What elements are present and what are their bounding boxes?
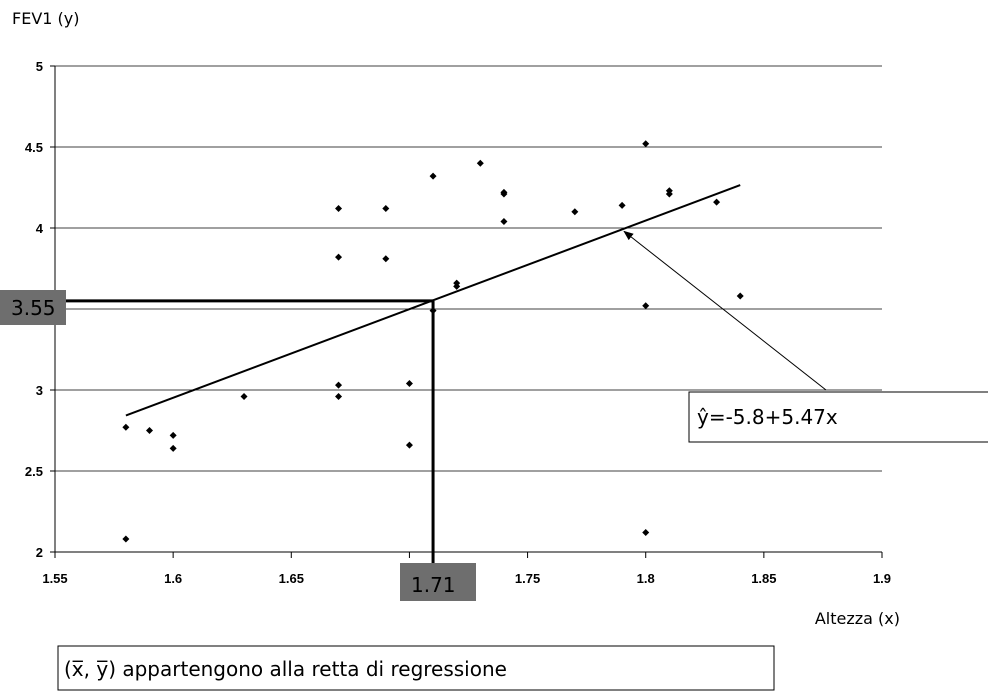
data-point (429, 307, 437, 315)
equation-callout: ŷ=-5.8+5.47x (623, 230, 988, 443)
x-tick-label: 1.8 (637, 571, 655, 586)
y-tick-label: 2 (36, 545, 43, 560)
y-tick-label: 2.5 (25, 464, 43, 479)
data-point (169, 444, 177, 452)
data-point (405, 441, 413, 449)
data-point (453, 282, 461, 290)
regression-line (125, 184, 741, 417)
data-point (405, 380, 413, 388)
data-point (476, 159, 484, 167)
y-tick-label: 4.5 (25, 140, 43, 155)
tick-labels: 22.533.544.551.551.61.651.71.751.81.851.… (25, 59, 891, 586)
y-tick-label: 5 (36, 59, 43, 74)
equation-box-border (688, 391, 988, 443)
x-highlight-label: 1.71 (411, 573, 456, 597)
x-highlight-box (400, 563, 476, 601)
x-axis-title: Altezza (x) (815, 609, 900, 628)
data-point (665, 190, 673, 198)
data-point (642, 529, 650, 537)
data-point (146, 427, 154, 434)
y-tick-label: 3 (36, 383, 43, 398)
data-point (335, 253, 343, 261)
x-tick-label: 1.85 (751, 571, 776, 586)
data-point (169, 431, 177, 439)
data-point (429, 172, 437, 180)
equation-arrow (623, 230, 827, 391)
data-point (618, 201, 626, 209)
y-tick-label: 4 (36, 221, 44, 236)
data-point (122, 535, 130, 543)
note-box (57, 645, 775, 691)
data-point (122, 423, 130, 431)
data-points (122, 140, 744, 543)
y-axis-title: FEV1 (y) (12, 9, 79, 28)
data-point (382, 255, 390, 263)
x-tick-label: 1.65 (279, 571, 304, 586)
note-text: (x̅, y̅) appartengono alla retta di regr… (64, 657, 507, 681)
data-point (335, 205, 343, 213)
reference-lines (66, 299, 435, 563)
data-point (240, 392, 248, 400)
data-point (500, 218, 508, 226)
data-point (642, 302, 650, 310)
data-point (713, 198, 721, 206)
data-point (335, 392, 343, 400)
equation-label: ŷ=-5.8+5.47x (697, 405, 838, 429)
data-point (500, 190, 508, 198)
data-point (736, 292, 744, 300)
data-point (571, 208, 579, 216)
data-point (382, 205, 390, 213)
y-highlight-label: 3.55 (11, 296, 56, 320)
axes (50, 65, 883, 558)
x-tick-label: 1.9 (873, 571, 891, 586)
x-tick-label: 1.75 (515, 571, 540, 586)
x-tick-label: 1.55 (42, 571, 67, 586)
data-point (335, 381, 343, 389)
x-tick-label: 1.6 (164, 571, 182, 586)
data-point (642, 140, 650, 148)
y-highlight-box (0, 290, 66, 325)
regression-line-group (125, 184, 741, 417)
